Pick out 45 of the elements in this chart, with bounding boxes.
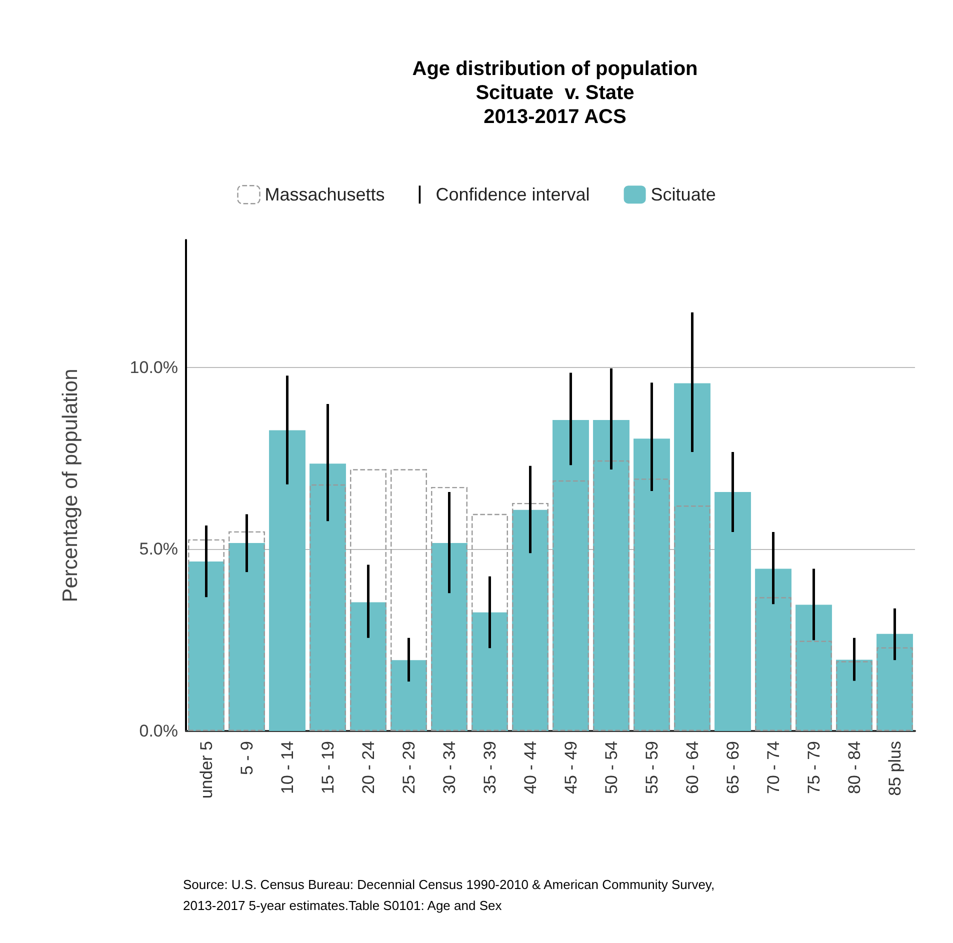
x-tick-label: 75 - 79: [804, 741, 824, 794]
y-tick-label: 5.0%: [139, 540, 178, 559]
x-tick-label: 45 - 49: [561, 741, 580, 794]
x-tick-label: 65 - 69: [723, 741, 742, 794]
x-tick-label: 20 - 24: [358, 741, 378, 794]
legend-label: Massachusetts: [264, 184, 385, 205]
bar: [714, 492, 751, 731]
bar: [472, 514, 508, 731]
bar: [796, 604, 832, 731]
chart-title: Age distribution of population Scituate v. State 2013-2017 ACS: [412, 58, 698, 128]
x-tick-label: 25 - 29: [399, 741, 418, 794]
bar: [552, 420, 589, 731]
x-tick-label: 35 - 39: [480, 741, 500, 794]
y-axis-title: Percentage of population: [59, 368, 82, 602]
legend-label: Scituate: [650, 184, 716, 205]
y-tick-label: 10.0%: [130, 358, 178, 377]
bar: [552, 480, 589, 731]
bar: [431, 486, 468, 731]
bar: [350, 469, 386, 731]
source-note: Source: U.S. Census Bureau: Decennial Census 1990-2010 & American Community Survey, 2013-2017 5-year estimates.Table S0101: Age and Sex: [183, 877, 718, 913]
x-tick-label: under 5: [196, 741, 216, 799]
bar: [472, 612, 508, 731]
x-tick-label: 10 - 14: [278, 741, 297, 794]
y-tick-label: 0.0%: [139, 722, 178, 740]
x-tick-label: 80 - 84: [844, 741, 864, 794]
x-tick-label: 55 - 59: [642, 741, 662, 794]
bar: [350, 602, 386, 731]
bar: [390, 469, 427, 731]
bar: [674, 383, 710, 731]
bar: [390, 660, 427, 731]
bar: [755, 597, 792, 731]
bar: [431, 542, 468, 731]
bar: [755, 568, 792, 731]
x-tick-label: 85 plus: [885, 741, 904, 796]
x-tick-label: 70 - 74: [764, 741, 783, 794]
x-tick-label: 50 - 54: [602, 741, 621, 794]
bar: [269, 430, 306, 731]
x-tick-label: 60 - 64: [682, 741, 702, 794]
x-tick-label: 5 - 9: [237, 741, 256, 776]
bar: [674, 506, 710, 731]
x-tick-label: 40 - 44: [520, 741, 540, 794]
x-tick-label: 30 - 34: [440, 741, 459, 794]
text: Confidence interval: [436, 184, 590, 205]
bar: [796, 640, 832, 731]
x-tick-label: 15 - 19: [318, 741, 338, 794]
